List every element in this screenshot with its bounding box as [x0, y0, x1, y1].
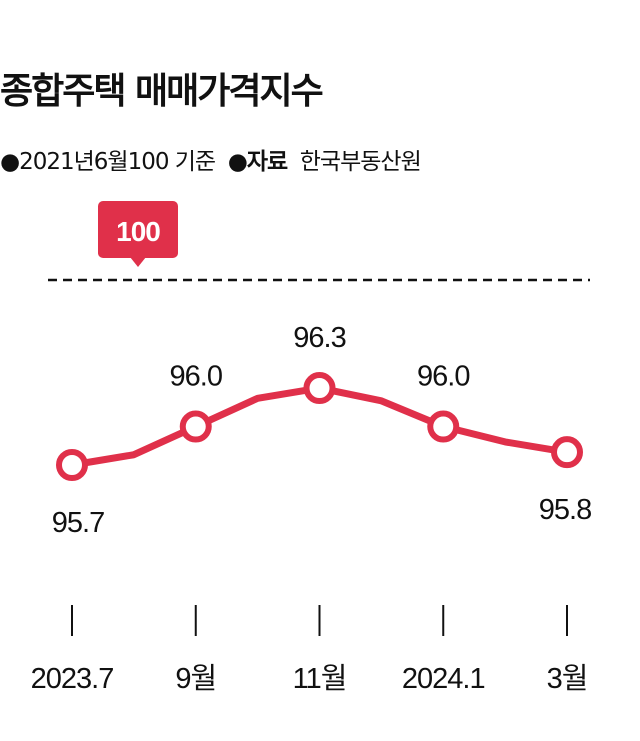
data-point — [427, 410, 460, 443]
x-tick-label: 11월 — [293, 662, 347, 695]
reference-badge — [98, 201, 178, 258]
reference-badge-pointer — [130, 257, 146, 267]
data-point — [179, 410, 212, 443]
x-tick-label: 3월 — [547, 662, 588, 695]
x-tick-label: 2023.7 — [31, 663, 114, 695]
bullet-icon: ● — [0, 149, 20, 175]
data-point — [303, 372, 336, 405]
base-note: 2021년6월100 기준 — [19, 149, 216, 175]
reference-label: 100 — [116, 216, 160, 247]
data-point — [551, 436, 583, 469]
x-tick-label: 9월 — [175, 662, 216, 695]
chart-title: 종합주택 매매가격지수 — [0, 71, 324, 112]
data-label: 95.8 — [539, 494, 591, 526]
source: 한국부동산원 — [299, 149, 422, 175]
data-label: 96.0 — [417, 361, 469, 393]
data-label: 95.7 — [52, 507, 104, 539]
chart-subtitle: ●2021년6월100 기준 ●자료 한국부동산원 — [0, 142, 422, 176]
source-label: 자료 — [246, 149, 288, 175]
x-tick-label: 2024.1 — [402, 663, 485, 695]
data-point — [56, 449, 88, 481]
bullet-icon: ● — [227, 149, 248, 175]
data-label: 96.0 — [170, 361, 222, 393]
data-label: 96.3 — [293, 322, 345, 354]
